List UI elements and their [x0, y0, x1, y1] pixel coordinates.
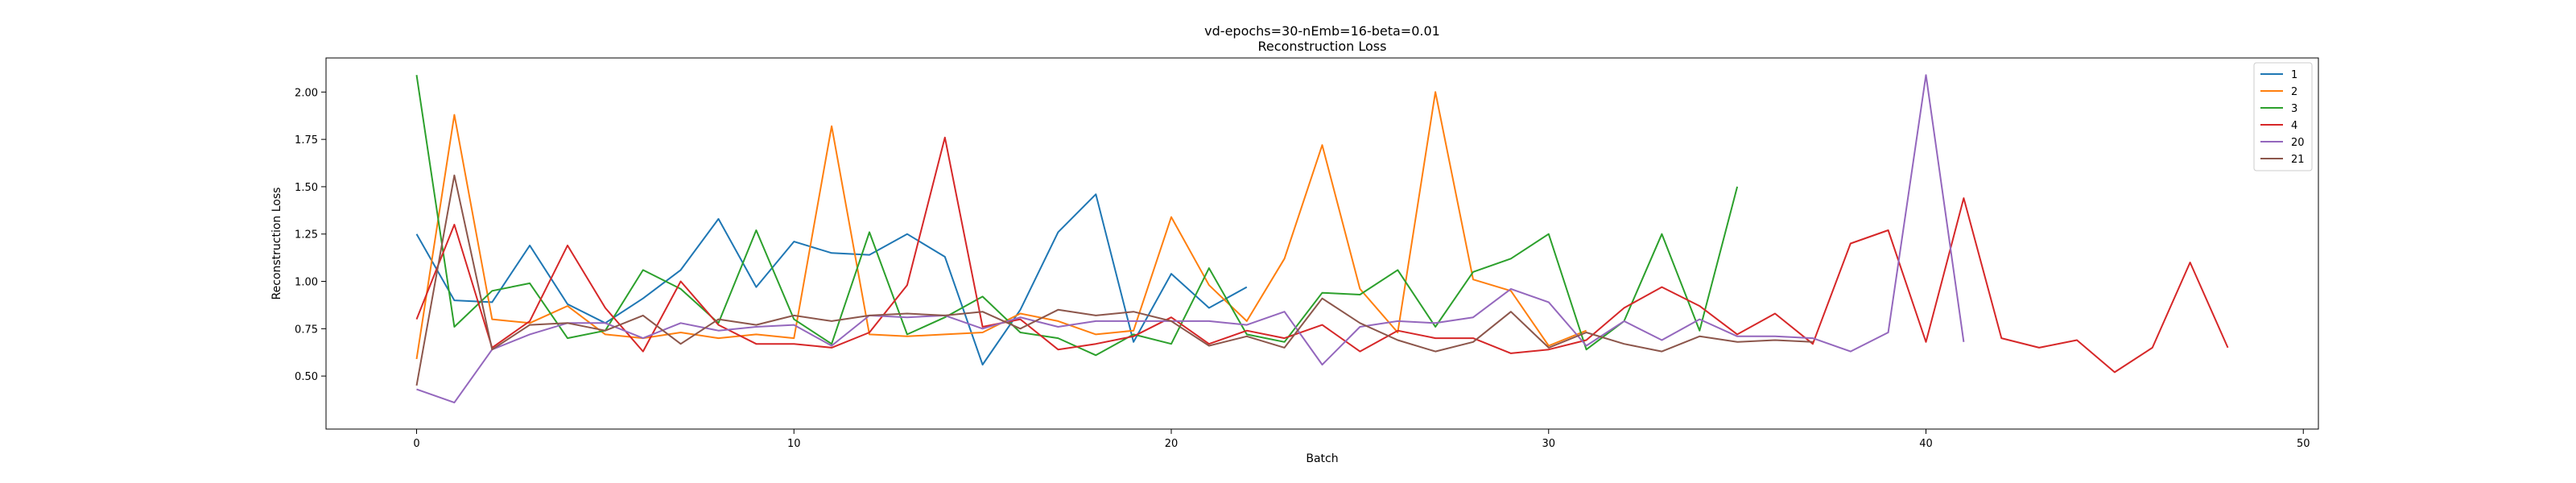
- series-line-1: [415, 193, 1248, 365]
- series-line-2: [415, 91, 1587, 360]
- chart-subtitle: Reconstruction Loss: [1258, 39, 1387, 54]
- chart-title: vd-epochs=30-nEmb=16-beta=0.01: [1204, 23, 1440, 39]
- x-tick-label: 30: [1542, 438, 1555, 450]
- series-line-20: [416, 74, 1965, 404]
- legend-box: [2253, 62, 2313, 171]
- legend-label-1: 1: [2291, 69, 2297, 81]
- y-tick-label: 0.50: [295, 371, 318, 383]
- series-line-4: [415, 136, 2229, 374]
- legend-label-21: 21: [2291, 154, 2305, 166]
- x-axis-label: Batch: [1306, 452, 1338, 465]
- legend-label-3: 3: [2291, 103, 2297, 115]
- x-tick-label: 50: [2297, 438, 2310, 450]
- y-tick-label: 1.25: [295, 229, 318, 242]
- legend: 1 2 3 4 20 21: [2253, 62, 2313, 171]
- y-tick-label: 1.00: [295, 277, 318, 289]
- plot-frame: [325, 57, 2319, 430]
- series-line-21: [415, 174, 1813, 386]
- series-layer: [415, 74, 2229, 404]
- x-tick-label: 0: [413, 438, 419, 450]
- x-tick-label: 10: [787, 438, 801, 450]
- y-tick-label: 1.75: [295, 134, 318, 147]
- y-axis-label: Reconstruction Loss: [270, 188, 283, 300]
- x-tick-label: 40: [1919, 438, 1933, 450]
- y-axis: 0.50 0.75 1.00 1.25 1.50 1.75 2.00: [295, 87, 326, 383]
- x-tick-label: 20: [1165, 438, 1179, 450]
- legend-label-2: 2: [2291, 86, 2297, 98]
- legend-label-4: 4: [2291, 120, 2297, 132]
- y-tick-label: 0.75: [295, 324, 318, 336]
- y-tick-label: 1.50: [295, 182, 318, 194]
- legend-label-20: 20: [2291, 137, 2305, 149]
- x-axis: 0 10 20 30 40 50: [413, 429, 2310, 450]
- y-tick-label: 2.00: [295, 87, 318, 99]
